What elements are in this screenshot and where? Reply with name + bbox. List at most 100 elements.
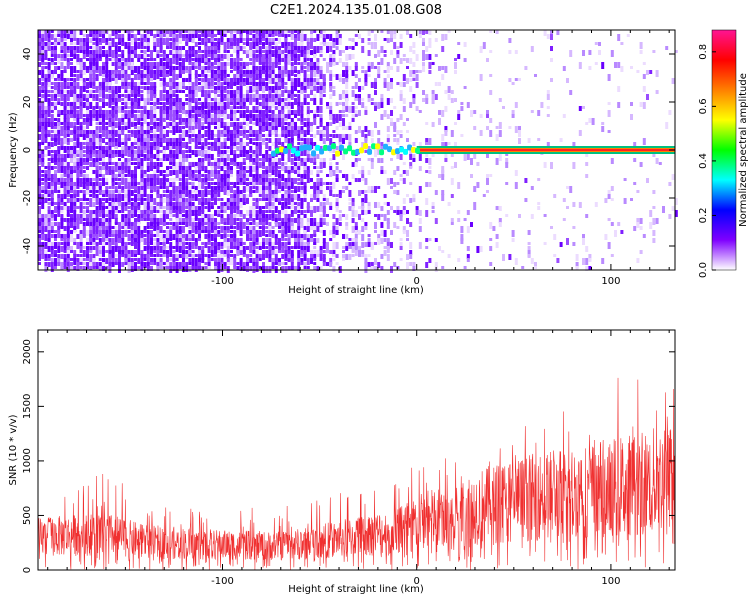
noise-cell (271, 202, 275, 206)
noise-cell (89, 238, 93, 242)
noise-cell (252, 210, 256, 217)
noise-cell (326, 262, 329, 266)
noise-cell (146, 98, 150, 102)
noise-cell (354, 238, 358, 243)
noise-cell (146, 162, 150, 167)
noise-cell (207, 174, 211, 181)
noise-cell (204, 114, 208, 119)
noise-cell (166, 222, 169, 225)
noise-cell (188, 74, 192, 79)
noise-cell (82, 194, 86, 201)
noise-cell (290, 46, 294, 51)
noise-cell (303, 94, 307, 99)
noise-cell (188, 110, 192, 116)
noise-cell (274, 102, 278, 105)
noise-cell (143, 102, 147, 106)
noise-cell (255, 238, 259, 244)
noise-cell (57, 122, 61, 128)
noise-cell (354, 210, 358, 217)
noise-cell (137, 266, 141, 269)
noise-cell (130, 110, 134, 117)
noise-cell (226, 38, 230, 43)
noise-cell (246, 30, 249, 36)
noise-cell (255, 254, 259, 259)
noise-cell (191, 202, 195, 208)
noise-cell (44, 218, 48, 222)
noise-cell (380, 114, 384, 120)
noise-cell (86, 222, 89, 226)
noise-cell (284, 66, 288, 73)
noise-cell (150, 30, 153, 36)
noise-cell (306, 50, 310, 54)
noise-cell (79, 262, 83, 265)
noise-cell (345, 90, 349, 96)
noise-cell (214, 38, 217, 41)
noise-cell (297, 162, 301, 169)
noise-cell (265, 170, 269, 175)
noise-cell (268, 146, 272, 151)
noise-cell (121, 182, 125, 185)
noise-cell (137, 246, 141, 250)
noise-cell (111, 138, 115, 142)
noise-cell (233, 266, 237, 269)
noise-cell (108, 122, 112, 127)
noise-cell (82, 250, 86, 257)
noise-cell (150, 182, 153, 188)
noise-cell (95, 162, 99, 169)
noise-cell (329, 42, 333, 47)
noise-cell (143, 34, 147, 40)
noise-cell (374, 122, 377, 128)
noise-cell (210, 142, 214, 148)
noise-cell (172, 58, 176, 64)
noise-cell (236, 102, 240, 105)
noise-cell (194, 34, 198, 38)
noise-cell (207, 38, 211, 43)
noise-cell (102, 78, 105, 83)
noise-cell (57, 226, 61, 232)
noise-cell (153, 126, 157, 129)
noise-cell (47, 114, 51, 117)
noise-cell (169, 262, 173, 268)
noise-cell (143, 238, 147, 245)
noise-cell (290, 154, 294, 157)
noise-cell (201, 214, 205, 220)
noise-cell (226, 74, 230, 77)
noise-cell (284, 206, 288, 209)
noise-cell (63, 50, 67, 55)
noise-cell (201, 142, 205, 149)
noise-cell (342, 122, 345, 126)
noise-cell (252, 158, 256, 163)
noise-cell (393, 210, 397, 213)
noise-cell (146, 242, 150, 249)
noise-cell (319, 138, 323, 141)
noise-cell (159, 142, 163, 147)
noise-cell (44, 82, 48, 86)
noise-cell (63, 94, 67, 100)
noise-cell (140, 94, 144, 100)
noise-cell (367, 42, 371, 45)
noise-cell (303, 262, 307, 269)
noise-cell (255, 214, 259, 220)
noise-cell (364, 242, 368, 247)
noise-cell (383, 82, 387, 88)
noise-cell (386, 38, 390, 43)
noise-cell (198, 54, 201, 59)
noise-cell (95, 262, 99, 267)
noise-cell (98, 242, 102, 245)
noise-cell (182, 134, 185, 140)
noise-cell (374, 78, 377, 84)
noise-cell (313, 134, 317, 138)
noise-cell (287, 110, 291, 117)
noise-cell (185, 186, 189, 190)
noise-cell (146, 138, 150, 144)
noise-cell (226, 182, 230, 186)
noise-cell (166, 230, 169, 234)
noise-cell (92, 106, 96, 113)
noise-cell (162, 38, 166, 45)
noise-cell (143, 70, 147, 74)
noise-cell (214, 74, 217, 81)
noise-cell (246, 86, 249, 93)
noise-cell (374, 102, 377, 109)
noise-cell (220, 134, 224, 137)
noise-cell (338, 170, 342, 173)
